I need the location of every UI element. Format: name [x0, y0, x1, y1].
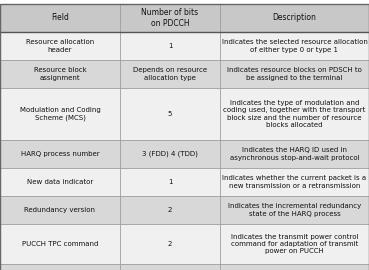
Bar — [0, 88, 120, 140]
Text: Resource block
assignment: Resource block assignment — [34, 67, 86, 81]
Bar — [0, 140, 120, 168]
Text: Indicates the type of modulation and
coding used, together with the transport
bl: Indicates the type of modulation and cod… — [223, 100, 366, 128]
Text: 1: 1 — [168, 43, 172, 49]
Text: PUCCH TPC command: PUCCH TPC command — [22, 241, 98, 247]
Text: Redundancy version: Redundancy version — [24, 207, 96, 213]
Text: HARQ process number: HARQ process number — [21, 151, 99, 157]
Bar — [0, 60, 120, 88]
Bar — [0, 224, 120, 264]
Bar — [0, 264, 120, 270]
Bar — [220, 168, 369, 196]
Text: Indicates the transmit power control
command for adaptation of transmit
power on: Indicates the transmit power control com… — [231, 234, 358, 255]
Bar — [120, 264, 220, 270]
Bar — [220, 140, 369, 168]
Text: 1: 1 — [168, 179, 172, 185]
Text: Resource allocation
header: Resource allocation header — [26, 39, 94, 53]
Text: Field: Field — [51, 14, 69, 22]
Text: 2: 2 — [168, 241, 172, 247]
Bar — [220, 60, 369, 88]
Text: 3 (FDD) 4 (TDD): 3 (FDD) 4 (TDD) — [142, 151, 198, 157]
Text: Indicates resource blocks on PDSCH to
be assigned to the terminal: Indicates resource blocks on PDSCH to be… — [227, 67, 362, 81]
Bar — [120, 196, 220, 224]
Text: 2: 2 — [168, 207, 172, 213]
Bar — [0, 4, 120, 32]
Text: Number of bits
on PDCCH: Number of bits on PDCCH — [141, 8, 199, 28]
Text: Indicates the HARQ ID used in
asynchronous stop-and-wait protocol: Indicates the HARQ ID used in asynchrono… — [230, 147, 359, 161]
Bar — [120, 4, 220, 32]
Bar — [120, 224, 220, 264]
Text: Depends on resource
allocation type: Depends on resource allocation type — [133, 67, 207, 81]
Bar — [120, 168, 220, 196]
Bar — [220, 224, 369, 264]
Bar — [220, 88, 369, 140]
Bar — [220, 32, 369, 60]
Bar — [220, 196, 369, 224]
Bar — [120, 32, 220, 60]
Text: Indicates the selected resource allocation
of either type 0 or type 1: Indicates the selected resource allocati… — [221, 39, 368, 53]
Text: New data indicator: New data indicator — [27, 179, 93, 185]
Text: Indicates whether the current packet is a
new transmission or a retransmission: Indicates whether the current packet is … — [223, 175, 366, 189]
Bar — [220, 264, 369, 270]
Bar — [120, 88, 220, 140]
Bar — [0, 196, 120, 224]
Text: Description: Description — [273, 14, 317, 22]
Bar — [120, 60, 220, 88]
Bar — [120, 140, 220, 168]
Bar — [220, 4, 369, 32]
Text: 5: 5 — [168, 111, 172, 117]
Text: Indicates the incremental redundancy
state of the HARQ process: Indicates the incremental redundancy sta… — [228, 203, 361, 217]
Bar — [0, 168, 120, 196]
Bar — [0, 32, 120, 60]
Text: Modulation and Coding
Scheme (MCS): Modulation and Coding Scheme (MCS) — [20, 107, 100, 121]
